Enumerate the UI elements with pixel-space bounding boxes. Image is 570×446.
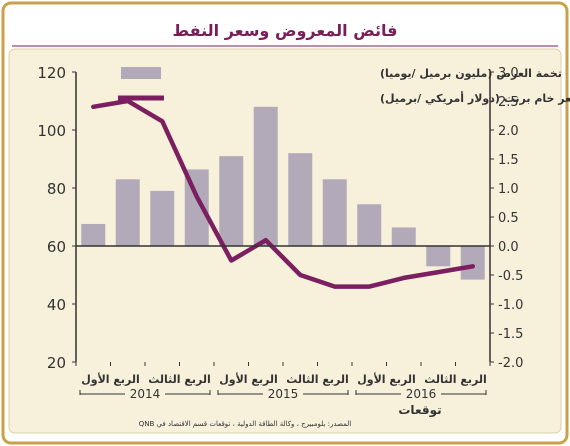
line-series <box>91 98 476 289</box>
right-tick-label: 0.0 <box>498 240 519 255</box>
right-tick-label: 0.5 <box>498 211 519 226</box>
bar-12 <box>460 246 485 280</box>
legend-bar-label: تخمة العرض (مليون برميل /يوميا) <box>380 67 562 80</box>
x-tick-label: الربع الأول <box>219 372 278 386</box>
year-labels: 2014 2015 2016 <box>79 387 487 401</box>
x-tick-label: الربع الثالث <box>286 373 349 386</box>
left-tick-label: 40 <box>47 296 66 314</box>
legend-line-label: سعر خام برنت (دولار أمريكي /برميل) <box>380 91 570 105</box>
x-tick-label: الربع الأول <box>357 372 416 386</box>
bar-11 <box>426 246 451 267</box>
x-axis-ticks: الربع الأول الربع الثالث الربع الأول الربع … <box>75 362 491 386</box>
year-label: 2016 <box>406 387 437 401</box>
legend: تخمة العرض (مليون برميل /يوميا) سعر خام … <box>118 67 570 105</box>
bar-6 <box>253 106 278 246</box>
right-tick-label: 1.0 <box>498 182 519 197</box>
bar-8 <box>322 179 347 246</box>
x-tick-label: الربع الثالث <box>424 373 487 386</box>
bar-7 <box>288 153 313 246</box>
bar-2 <box>115 179 140 246</box>
bar-5 <box>219 156 244 246</box>
bar-3 <box>150 190 175 246</box>
right-tick-label: -0.5 <box>498 269 523 284</box>
bar-9 <box>357 204 382 246</box>
right-tick-label: -1.5 <box>498 327 523 342</box>
legend-bar-swatch <box>121 67 161 79</box>
right-axis-ticks: 3.0 2.5 2.0 1.5 1.0 0.5 0.0 -0.5 -1.0 -1.5 -2.0 <box>490 66 523 371</box>
plot-panel <box>8 48 562 434</box>
left-tick-label: 100 <box>37 122 66 140</box>
left-tick-label: 120 <box>37 64 66 82</box>
left-tick-label: 20 <box>47 354 66 372</box>
right-tick-label: -2.0 <box>498 356 523 371</box>
right-tick-label: 1.5 <box>498 153 519 168</box>
forecast-label: توقعات <box>398 403 441 418</box>
x-tick-label: الربع الأول <box>81 372 140 386</box>
brent-price-line <box>91 98 476 289</box>
right-tick-label: -1.0 <box>498 298 523 313</box>
bar-10 <box>391 227 416 246</box>
source-note: المصدر: بلومبيرج ، وكالة الطاقة الدولية … <box>139 420 352 428</box>
left-tick-label: 80 <box>47 180 66 198</box>
x-tick-label: الربع الثالث <box>148 373 211 386</box>
bar-series <box>81 106 485 280</box>
right-tick-label: 2.5 <box>498 95 519 110</box>
left-axis-ticks: 120 100 80 60 40 20 <box>37 64 76 372</box>
bar-1 <box>81 223 106 246</box>
left-tick-label: 60 <box>47 238 66 256</box>
right-tick-label: 3.0 <box>498 66 519 81</box>
right-tick-label: 2.0 <box>498 124 519 139</box>
year-label: 2015 <box>268 387 299 401</box>
year-label: 2014 <box>130 387 161 401</box>
chart-title: فائض المعروض وسعر النفط <box>172 21 397 40</box>
